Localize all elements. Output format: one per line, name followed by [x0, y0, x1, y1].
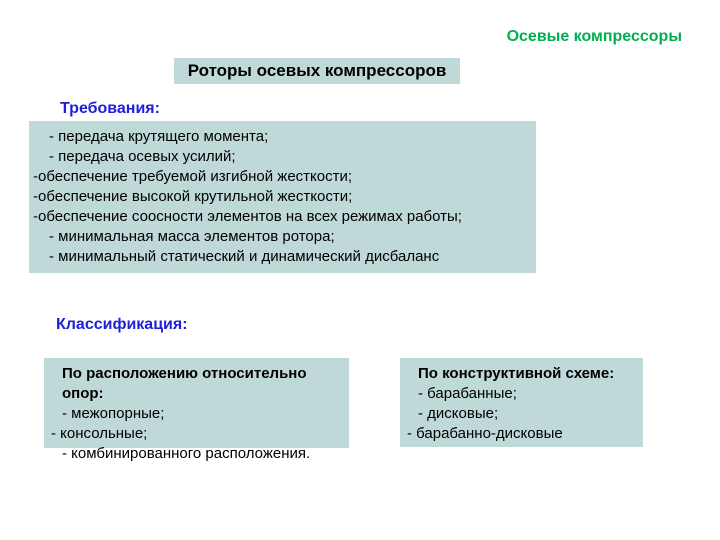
requirements-line: - минимальная масса элементов ротора;	[33, 227, 532, 247]
requirements-line: - минимальный статический и динамический…	[33, 247, 532, 267]
classification-right-box: По конструктивной схеме: - барабанные; -…	[400, 358, 643, 447]
page-category-header: Осевые компрессоры	[507, 28, 682, 46]
classification-left-box: По расположению относительно опор: - меж…	[44, 358, 349, 448]
classification-left-item: - комбинированного расположения.	[48, 444, 345, 464]
requirements-heading: Требования:	[60, 100, 160, 118]
requirements-line: - передача осевых усилий;	[33, 147, 532, 167]
requirements-line: - передача крутящего момента;	[33, 127, 532, 147]
classification-right-heading: По конструктивной схеме:	[404, 364, 639, 384]
requirements-line: -обеспечение соосности элементов на всех…	[33, 207, 532, 227]
requirements-line: -обеспечение высокой крутильной жесткост…	[33, 187, 532, 207]
classification-right-item: - барабанные;	[404, 384, 639, 404]
classification-right-item: - барабанно-дисковые	[404, 424, 639, 444]
classification-heading: Классификация:	[56, 316, 188, 334]
requirements-box: - передача крутящего момента; - передача…	[29, 121, 536, 273]
classification-left-item: - межопорные;	[48, 404, 345, 424]
slide-title: Роторы осевых компрессоров	[174, 58, 460, 84]
requirements-line: -обеспечение требуемой изгибной жесткост…	[33, 167, 532, 187]
classification-left-heading: По расположению относительно опор:	[48, 364, 345, 404]
classification-right-item: - дисковые;	[404, 404, 639, 424]
slide: Осевые компрессоры Роторы осевых компрес…	[0, 0, 720, 540]
classification-left-item: - консольные;	[48, 424, 345, 444]
